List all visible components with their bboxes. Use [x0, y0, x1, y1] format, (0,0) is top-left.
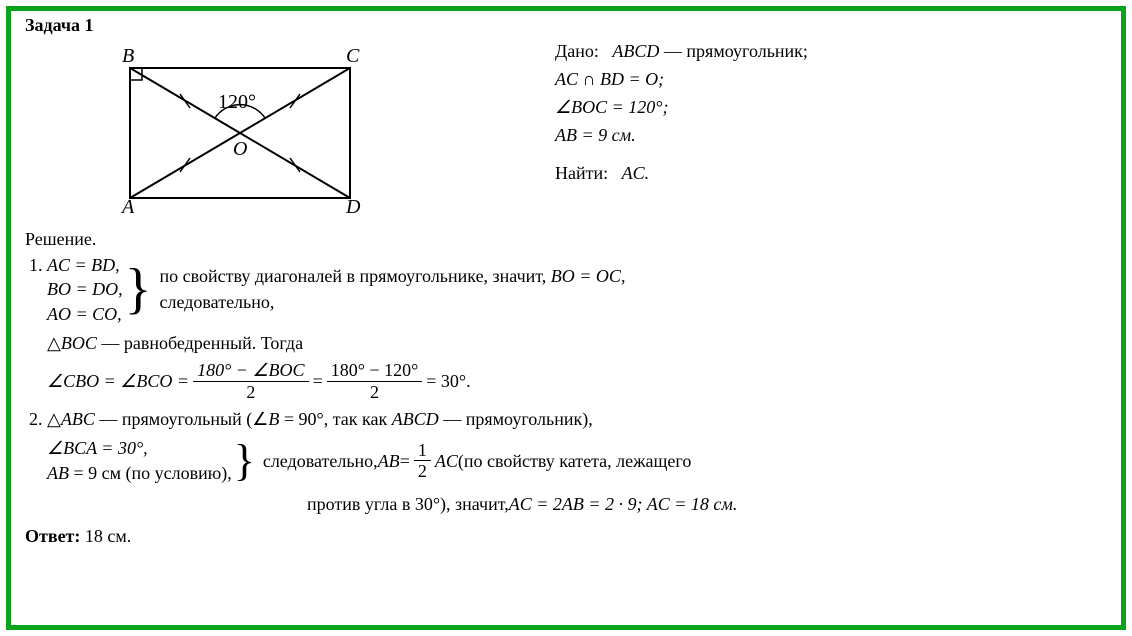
rectangle-diagram: A B C D O 120°: [100, 38, 380, 218]
step-1: AC = BD, BO = DO, AO = CO, } по свойству…: [47, 252, 1107, 402]
step2-subeqs: ∠BCA = 30°, AB = 9 см (по условию),: [47, 436, 232, 485]
step2-brace-row: ∠BCA = 30°, AB = 9 см (по условию), } сл…: [47, 436, 1107, 485]
fraction-2: 180° − 120° 2: [327, 360, 423, 402]
step1-triangle-line: △BOC — равнобедренный. Тогда: [47, 330, 1107, 356]
tri2-quad: ABCD: [392, 409, 439, 429]
problem-frame: Задача 1: [6, 6, 1126, 630]
half-den: 2: [414, 461, 431, 482]
tri2-B: B: [268, 409, 279, 429]
given-line1-post: — прямоугольник;: [664, 41, 808, 61]
page: Задача 1: [0, 0, 1132, 636]
vertex-B: B: [122, 45, 134, 67]
half-num: 1: [414, 440, 431, 462]
given-angle: ∠BOC = 120°;: [555, 97, 668, 117]
tri2-post: — прямоугольник),: [439, 409, 593, 429]
given-block: Дано: ABCD — прямоугольник; AC ∩ BD = O;…: [455, 38, 1107, 187]
naiti-value: AC.: [622, 163, 650, 183]
eq-mid: =: [313, 368, 323, 394]
step2-line3: против угла в 30°), значит, AC = 2AB = 2…: [307, 491, 1107, 517]
find-line: Найти: AC.: [555, 160, 1107, 188]
frac1-den: 2: [193, 382, 308, 403]
eq-ac-bd: AC = BD,: [47, 253, 123, 277]
eq-bo-do: BO = DO,: [47, 277, 123, 301]
solution-body: AC = BD, BO = DO, AO = CO, } по свойству…: [25, 252, 1107, 549]
quad-name: ABCD: [612, 41, 659, 61]
steps-list: AC = BD, BO = DO, AO = CO, } по свойству…: [25, 252, 1107, 517]
step2-line3-text: против угла в 30°), значит,: [307, 491, 509, 517]
step2-explain-post: (по свойству катета, лежащего: [458, 448, 691, 474]
brace-icon: }: [123, 261, 160, 317]
spacer: [555, 150, 1107, 160]
tri2-mid: — прямоугольный (∠: [95, 409, 269, 429]
step2-explain-pre: следовательно,: [263, 448, 378, 474]
triangle-post: — равнобедренный. Тогда: [97, 333, 303, 353]
problem-title: Задача 1: [25, 15, 1107, 36]
triangle-symbol: △: [47, 333, 61, 353]
eq-ao-co: AO = CO,: [47, 302, 123, 326]
angle-120-label: 120°: [218, 91, 256, 113]
sub-eq2-mid: = 9 см (по условию),: [69, 463, 232, 483]
step1-equalities: AC = BD, BO = DO, AO = CO,: [47, 253, 123, 326]
tri2-name: ABC: [61, 409, 95, 429]
step1-brace-row: AC = BD, BO = DO, AO = CO, } по свойству…: [47, 253, 1107, 326]
step2-eq-sign: =: [400, 448, 410, 474]
frac2-num: 180° − 120°: [327, 360, 423, 382]
brace2-icon: }: [232, 439, 263, 483]
step1-explain: по свойству диагоналей в прямоугольнике,…: [160, 263, 626, 315]
step1-explain2: следовательно,: [160, 289, 626, 315]
step1-angle-equation: ∠CBO = ∠BCO = 180° − ∠BOC 2 = 180° − 120…: [47, 360, 1107, 402]
step1-explain1-eq: BO = OC: [551, 266, 621, 286]
naiti-label: Найти:: [555, 163, 608, 183]
sub-eq1: ∠BCA = 30°,: [47, 436, 232, 460]
given-line-1: Дано: ABCD — прямоугольник;: [555, 38, 1107, 66]
vertex-C: C: [346, 45, 360, 67]
geometry-figure: A B C D O 120°: [25, 38, 455, 223]
step1-explain1-tail: ,: [621, 266, 626, 286]
angle-eq-left: ∠CBO = ∠BCO =: [47, 368, 189, 394]
step-2: △ABC — прямоугольный (∠B = 90°, так как …: [47, 406, 1107, 517]
step2-explain: следовательно, AB = 1 2 AC (по свойству …: [263, 440, 692, 482]
sub-eq2: AB = 9 см (по условию),: [47, 461, 232, 485]
step2-line1: △ABC — прямоугольный (∠B = 90°, так как …: [47, 406, 1107, 432]
sub-eq2-AB: AB: [47, 463, 69, 483]
answer-value: 18 см.: [80, 526, 131, 546]
vertex-A: A: [120, 196, 135, 218]
top-row: A B C D O 120° Дано: ABCD — прямоугольни…: [25, 38, 1107, 223]
center-O: O: [233, 138, 247, 160]
dano-label: Дано:: [555, 41, 599, 61]
step2-AB: AB: [378, 448, 400, 474]
frac2-den: 2: [327, 382, 423, 403]
step1-explain1: по свойству диагоналей в прямоугольнике,…: [160, 266, 551, 286]
tri2-pre: △: [47, 409, 61, 429]
given-line-2: AC ∩ BD = O;: [555, 66, 1107, 94]
given-line-4: AB = 9 см.: [555, 122, 1107, 150]
answer-label: Ответ:: [25, 526, 80, 546]
step2-AC: AC: [435, 448, 458, 474]
frac1-num: 180° − ∠BOC: [193, 360, 308, 382]
vertex-D: D: [345, 196, 361, 218]
given-line-3: ∠BOC = 120°;: [555, 94, 1107, 122]
answer-line: Ответ: 18 см.: [25, 523, 1107, 549]
solution-heading: Решение.: [25, 229, 1107, 250]
triangle-name: BOC: [61, 333, 97, 353]
step2-line3-eq: AC = 2AB = 2 · 9; AC = 18 см.: [509, 491, 738, 517]
angle-eq-right: = 30°.: [426, 368, 470, 394]
fraction-half: 1 2: [414, 440, 431, 482]
fraction-1: 180° − ∠BOC 2: [193, 360, 308, 402]
tri2-eq90: = 90°, так как: [279, 409, 391, 429]
